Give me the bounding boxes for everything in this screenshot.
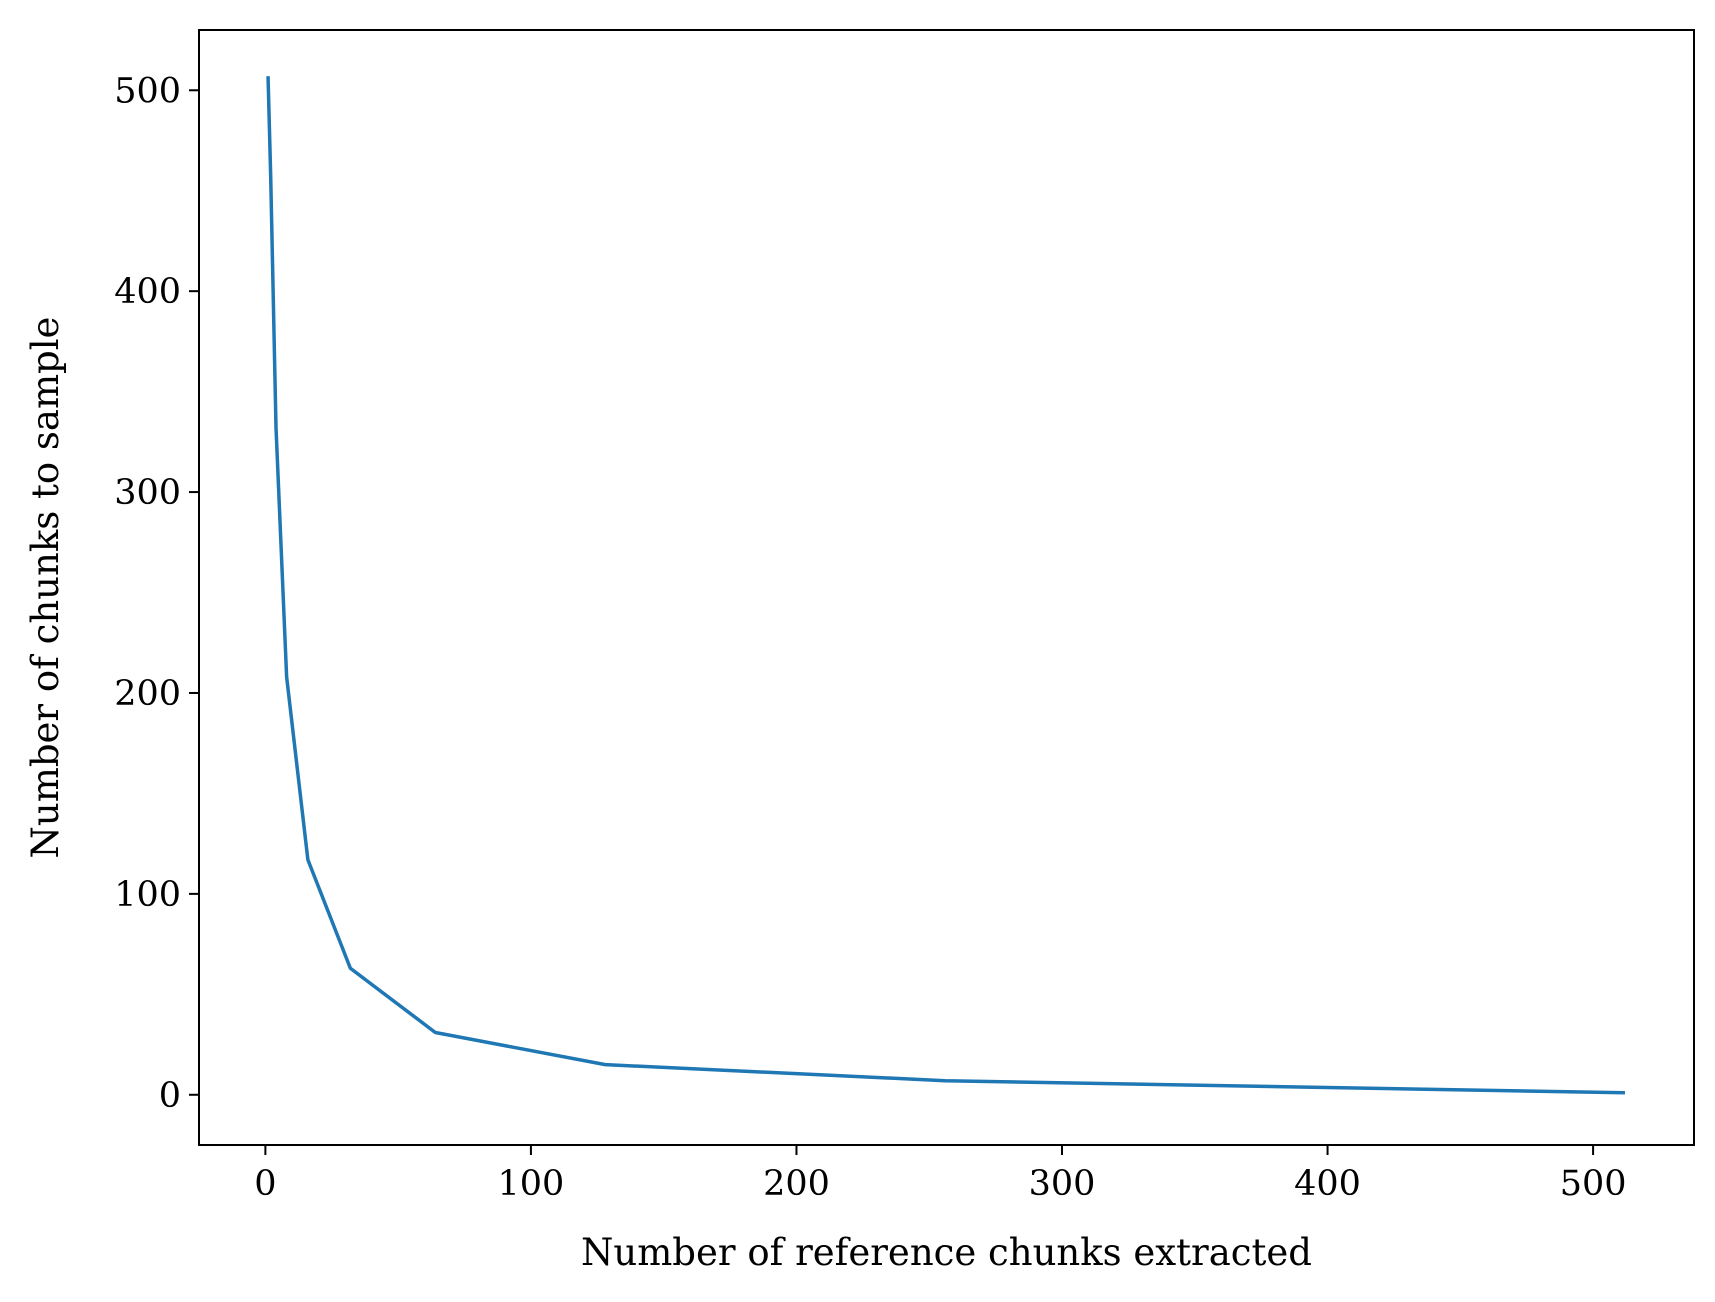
y-tick-label: 200	[114, 674, 181, 714]
series-line-0	[266, 76, 1625, 1095]
plot-frame	[198, 29, 1695, 1146]
y-tick-label: 500	[114, 71, 181, 111]
x-tick-label: 100	[498, 1164, 565, 1204]
x-tick-label: 500	[1560, 1164, 1627, 1204]
y-tick-label: 0	[159, 1076, 181, 1116]
y-tick-label: 100	[114, 875, 181, 915]
y-axis-label: Number of chunks to sample	[24, 317, 67, 859]
y-tick-label: 300	[114, 473, 181, 513]
y-tick-label: 400	[114, 272, 181, 312]
x-tick-label: 300	[1029, 1164, 1096, 1204]
axes: 0 100 200 300 400 500 0 100 200 300 400 500	[114, 29, 1695, 1204]
x-tick-label: 200	[763, 1164, 830, 1204]
x-tick-label: 0	[254, 1164, 276, 1204]
plot-marks	[266, 76, 1625, 1095]
x-axis-label: Number of reference chunks extracted	[581, 1231, 1312, 1274]
x-tick-label: 400	[1294, 1164, 1361, 1204]
